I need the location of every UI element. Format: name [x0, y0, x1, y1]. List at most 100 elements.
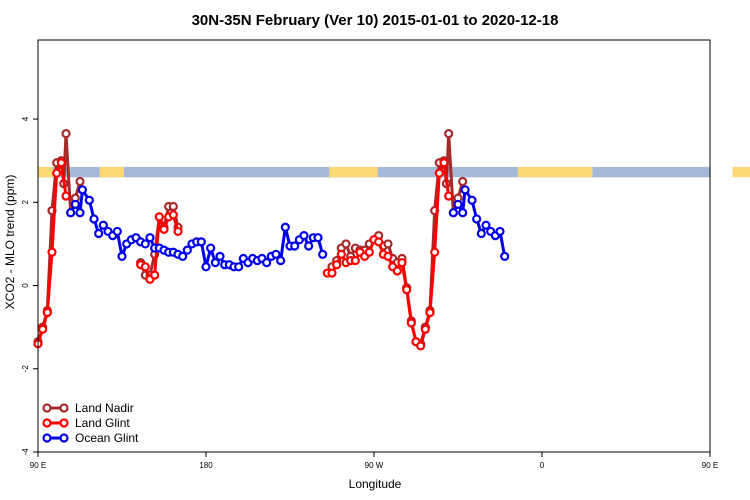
data-point — [327, 268, 337, 278]
legend-marker — [42, 403, 52, 413]
data-point — [383, 251, 393, 262]
data-point — [178, 251, 188, 262]
data-point — [94, 228, 104, 239]
data-point — [374, 237, 384, 247]
land-band-segment — [517, 166, 593, 178]
x-tick-label: 0 — [540, 461, 545, 470]
data-point — [416, 341, 426, 351]
data-point — [112, 226, 122, 237]
land-band-segment — [99, 166, 124, 178]
y-tick-label: 2 — [21, 200, 30, 205]
data-point — [206, 243, 216, 253]
y-axis-label: XCO2 - MLO trend (ppm) — [3, 175, 17, 310]
data-point — [52, 168, 62, 178]
data-point — [168, 201, 178, 212]
data-point — [262, 258, 272, 268]
legend-marker — [42, 433, 52, 443]
data-point — [481, 220, 491, 230]
legend-marker — [59, 418, 69, 428]
data-point — [276, 255, 286, 266]
data-point — [168, 210, 178, 220]
series-0 — [33, 129, 468, 349]
y-tick-label: -4 — [21, 448, 30, 456]
data-point — [290, 241, 300, 251]
data-point — [500, 251, 510, 262]
y-tick-label: 0 — [21, 283, 30, 288]
data-point — [434, 168, 444, 178]
plot-frame — [37, 39, 711, 453]
data-point — [472, 214, 482, 224]
land-band-segment — [732, 166, 750, 178]
data-point — [318, 249, 328, 259]
data-point — [77, 185, 88, 195]
data-point — [299, 230, 309, 241]
land-ocean-band — [38, 166, 750, 178]
data-point — [476, 228, 486, 239]
data-point — [75, 176, 85, 187]
data-point — [154, 212, 164, 222]
x-tick-label: 90 E — [702, 461, 718, 470]
data-point — [402, 285, 412, 295]
x-tick-label: 180 — [199, 461, 213, 470]
data-point — [495, 226, 505, 237]
data-point — [460, 185, 470, 195]
legend-label: Land Nadir — [75, 401, 134, 415]
data-point — [341, 239, 351, 249]
data-point — [336, 249, 346, 259]
data-point — [364, 247, 374, 257]
legend-label: Ocean Glint — [75, 431, 139, 445]
data-point — [430, 247, 440, 257]
data-point — [145, 233, 155, 243]
data-point — [70, 199, 80, 209]
data-point — [215, 251, 225, 262]
series-1 — [33, 158, 454, 351]
data-point — [98, 220, 108, 230]
y-tick-label: -2 — [21, 365, 30, 373]
data-point — [196, 237, 206, 247]
data-point — [61, 129, 71, 139]
legend-marker — [59, 403, 69, 413]
data-point — [453, 199, 463, 209]
data-point — [444, 191, 454, 201]
data-point — [201, 262, 211, 272]
data-point — [56, 158, 66, 168]
data-point — [210, 258, 220, 268]
series-2 — [66, 185, 510, 272]
data-point — [444, 129, 454, 139]
data-point — [234, 262, 244, 272]
y-axis: -4 -2 0 2 4 — [21, 116, 38, 456]
data-point — [448, 208, 458, 218]
data-point — [383, 239, 393, 249]
data-point — [313, 233, 323, 243]
legend-marker — [59, 433, 69, 443]
data-point — [392, 266, 402, 276]
x-tick-label: 90 E — [30, 461, 46, 470]
x-axis: 90 E 180 90 W 0 90 E — [30, 452, 718, 470]
y-tick-label: 4 — [21, 116, 30, 121]
data-point — [38, 324, 48, 334]
data-point — [140, 239, 150, 249]
data-point — [140, 262, 150, 272]
data-point — [467, 195, 477, 205]
data-point — [61, 191, 71, 201]
data-point — [117, 251, 127, 262]
x-tick-label: 90 W — [365, 461, 384, 470]
data-point — [84, 195, 94, 205]
data-point — [182, 245, 192, 255]
data-point — [332, 260, 342, 270]
data-point — [406, 318, 416, 328]
legend-marker — [42, 418, 52, 428]
data-point — [271, 249, 281, 259]
data-point — [159, 224, 169, 234]
data-point — [150, 270, 160, 280]
x-axis-label: Longitude — [349, 477, 402, 491]
data-point — [280, 222, 290, 232]
data-point — [304, 241, 314, 251]
data-point — [75, 208, 85, 218]
series-layer — [33, 129, 510, 351]
data-point — [66, 208, 76, 218]
legend-label: Land Glint — [75, 416, 130, 430]
data-point — [439, 158, 449, 168]
land-band-segment — [329, 166, 378, 178]
